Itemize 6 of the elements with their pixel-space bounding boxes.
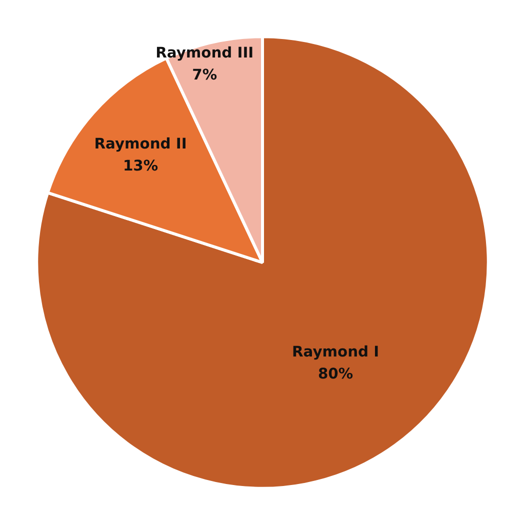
slice-label: Raymond I (292, 343, 380, 360)
data-label: 80% (318, 366, 354, 383)
slice-label: Raymond II (94, 135, 187, 152)
data-label: 13% (122, 158, 158, 175)
data-label: 7% (192, 66, 218, 84)
slice-label: Raymond III (156, 44, 254, 62)
